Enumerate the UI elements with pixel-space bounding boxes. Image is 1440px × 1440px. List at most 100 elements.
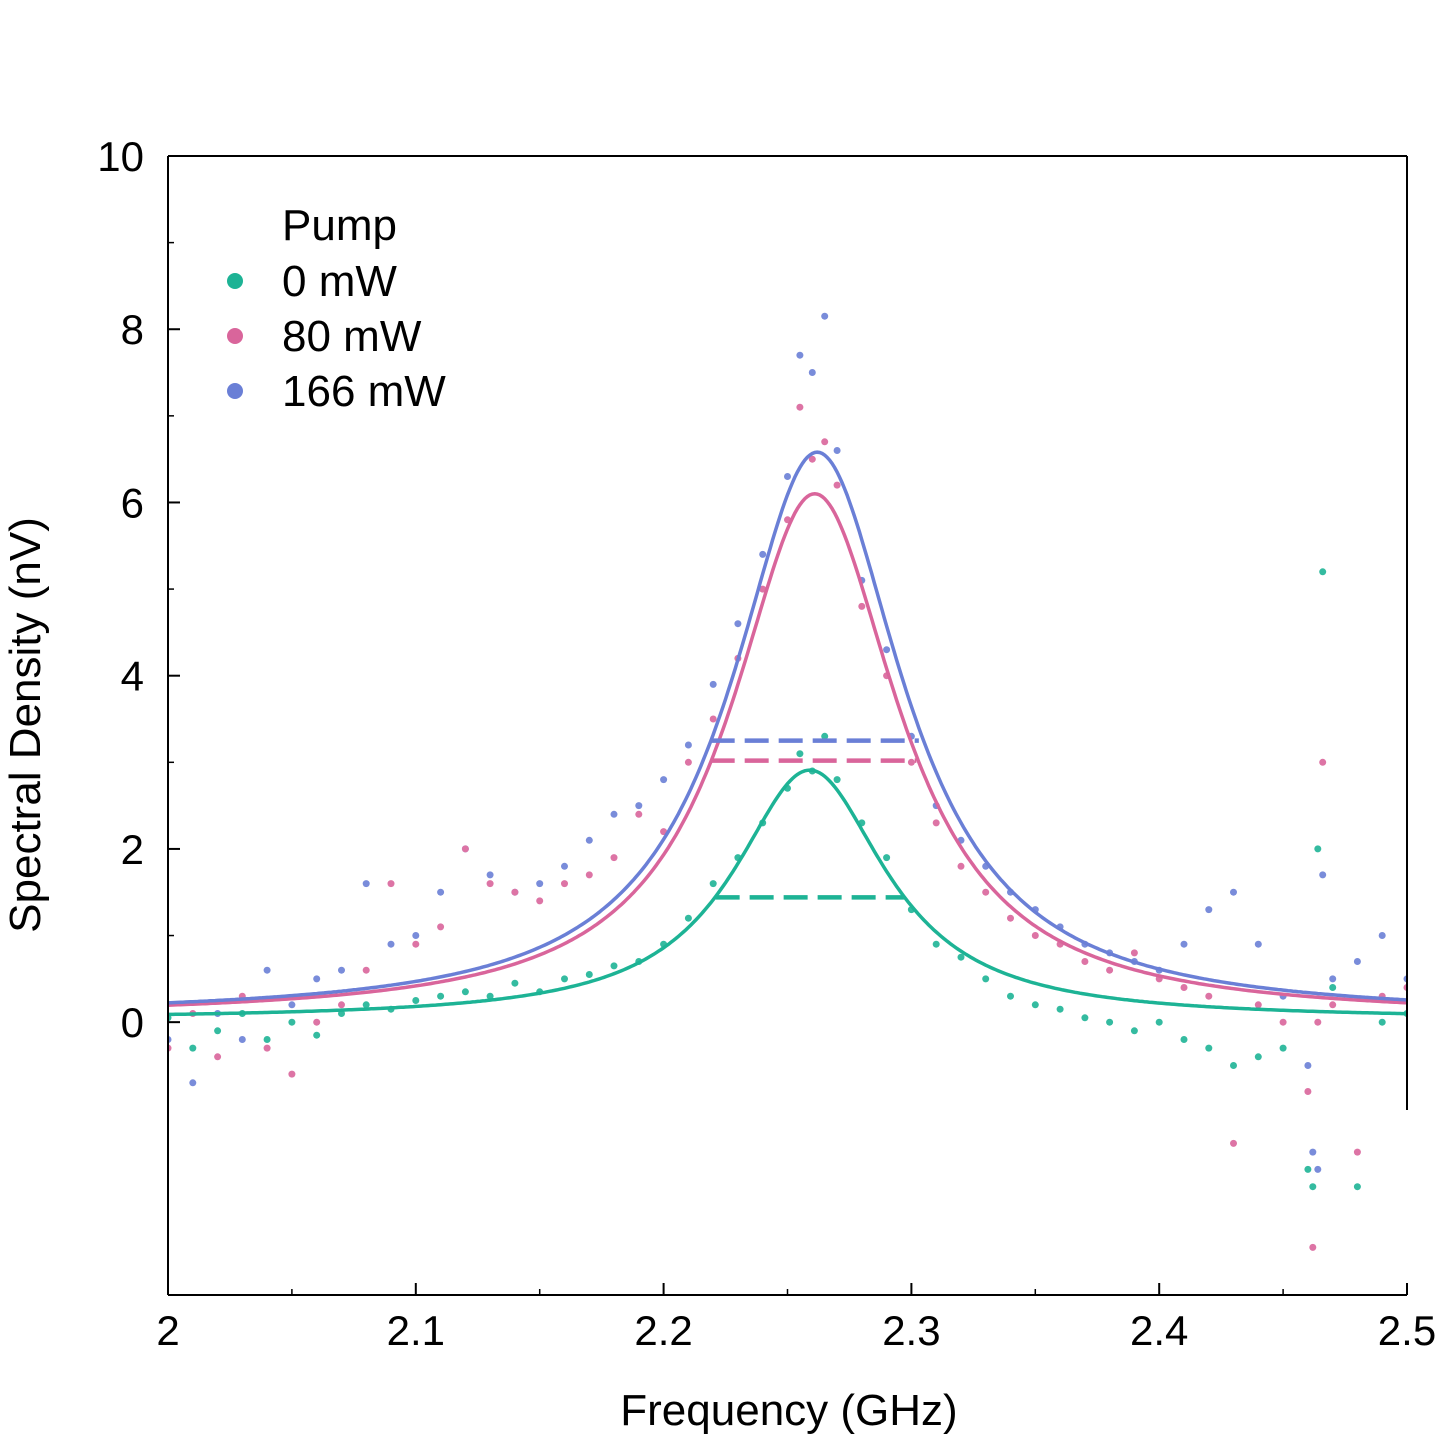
- data-point: [1254, 1001, 1262, 1009]
- data-point: [1130, 1027, 1138, 1035]
- data-point: [610, 962, 618, 970]
- data-point: [684, 741, 692, 749]
- data-point: [833, 776, 841, 784]
- legend-label: 0 mW: [282, 257, 397, 306]
- data-point: [833, 481, 841, 489]
- data-point: [189, 1079, 197, 1087]
- legend-entries: 0 mW 80 mW 166 mW: [227, 257, 446, 416]
- legend-marker: [227, 328, 243, 344]
- data-point: [1031, 932, 1039, 939]
- data-point: [1230, 1139, 1237, 1147]
- data-point: [288, 1070, 296, 1078]
- data-point: [610, 810, 618, 818]
- data-point: [821, 312, 829, 320]
- data-point: [338, 1001, 345, 1009]
- data-point: [1031, 1001, 1039, 1009]
- data-point: [709, 715, 717, 723]
- data-point: [1319, 568, 1327, 576]
- data-point: [808, 455, 816, 463]
- data-point: [709, 880, 717, 888]
- data-point: [263, 1036, 271, 1043]
- y-tick-label: 2: [121, 826, 144, 873]
- y-tick-label: 0: [121, 999, 144, 1046]
- data-point: [214, 1027, 222, 1035]
- legend-label: 166 mW: [282, 367, 446, 416]
- data-point: [1254, 1053, 1262, 1061]
- data-point: [821, 732, 829, 740]
- data-point: [833, 447, 841, 454]
- data-point: [660, 776, 668, 784]
- data-point: [486, 871, 494, 879]
- data-point: [684, 914, 692, 922]
- data-point: [585, 836, 593, 844]
- y-axis-title: Spectral Density (nV): [1, 517, 50, 933]
- data-point: [338, 966, 345, 974]
- data-point: [561, 880, 568, 888]
- data-point: [784, 473, 791, 480]
- data-point: [883, 646, 891, 654]
- legend-title: Pump: [282, 201, 397, 250]
- data-point: [907, 758, 915, 766]
- data-point: [796, 750, 804, 758]
- data-point: [821, 438, 829, 446]
- data-point: [1378, 932, 1386, 939]
- data-point: [1304, 1062, 1312, 1069]
- legend: Pump 0 mW 80 mW 166 mW: [227, 201, 446, 416]
- x-tick-label: 2: [156, 1307, 179, 1354]
- series-points: [168, 403, 1407, 1251]
- data-point: [511, 979, 519, 987]
- data-point: [1353, 958, 1361, 965]
- legend-entry: 166 mW: [227, 367, 446, 416]
- data-point: [313, 975, 321, 983]
- x-tick-label: 2.2: [634, 1307, 692, 1354]
- data-point: [313, 1031, 321, 1039]
- data-point: [486, 992, 494, 1000]
- data-point: [1279, 1044, 1287, 1052]
- data-point: [263, 966, 271, 974]
- y-tick-label: 4: [121, 653, 144, 700]
- data-point: [1309, 1183, 1317, 1191]
- data-point: [214, 1053, 222, 1061]
- data-point: [1309, 1148, 1317, 1156]
- data-point: [536, 880, 544, 888]
- data-point: [1329, 975, 1337, 983]
- data-point: [1180, 940, 1188, 948]
- data-point: [387, 940, 395, 948]
- legend-marker: [227, 273, 243, 289]
- axes: 2 2.1 2.2 2.3 2.4 2.5 0 2 4 6 8 10: [97, 133, 1436, 1354]
- data-point: [238, 1036, 246, 1043]
- data-point: [932, 940, 940, 948]
- data-point: [1155, 1018, 1163, 1026]
- data-point: [313, 1018, 321, 1026]
- data-point: [1314, 1018, 1322, 1026]
- data-point: [796, 351, 804, 359]
- data-point: [1378, 1018, 1386, 1026]
- data-point: [1319, 871, 1327, 879]
- data-point: [362, 880, 370, 888]
- data-point: [1205, 992, 1213, 1000]
- data-point: [1180, 984, 1188, 991]
- data-point: [796, 403, 804, 411]
- data-point: [189, 1044, 197, 1052]
- data-point: [957, 862, 965, 870]
- y-tick-label: 10: [97, 133, 144, 180]
- data-point: [412, 932, 420, 939]
- data-point: [1081, 958, 1089, 965]
- data-point: [437, 992, 445, 1000]
- x-tick-label: 2.4: [1130, 1307, 1188, 1354]
- data-point: [1304, 1165, 1312, 1173]
- data-point: [511, 888, 519, 896]
- legend-marker: [227, 383, 243, 399]
- data-point: [1329, 1001, 1337, 1009]
- data-point: [932, 819, 940, 827]
- data-point: [585, 871, 593, 879]
- data-point: [635, 802, 643, 810]
- data-point: [858, 602, 866, 610]
- data-point: [684, 758, 692, 766]
- data-point: [982, 888, 990, 896]
- legend-label: 80 mW: [282, 312, 422, 361]
- data-point: [362, 966, 370, 974]
- data-point: [412, 997, 420, 1004]
- data-point: [808, 369, 816, 376]
